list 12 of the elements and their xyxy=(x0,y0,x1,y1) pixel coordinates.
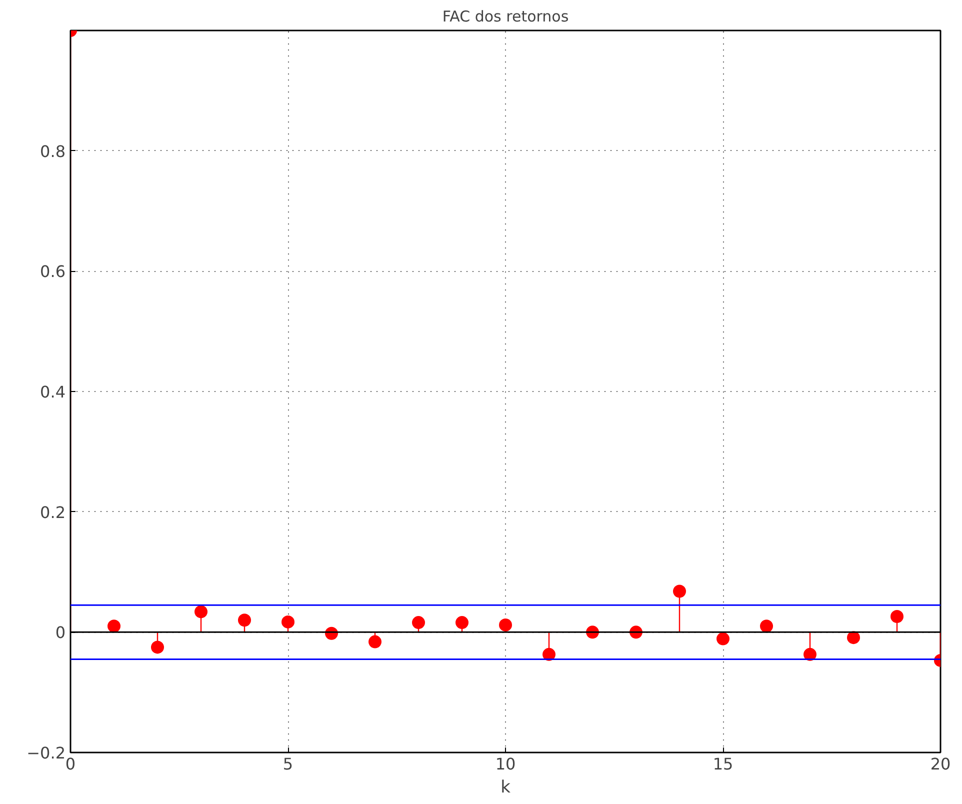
y-tick-label: 0 xyxy=(55,623,66,642)
y-tick-label: 0.2 xyxy=(40,502,66,522)
x-axis-title: k xyxy=(500,778,511,798)
chart-title: FAC dos retornos xyxy=(442,8,569,26)
y-tick-label: 0.6 xyxy=(40,262,66,282)
y-tick-label: 0.4 xyxy=(40,382,66,402)
x-tick-label: 20 xyxy=(930,754,951,774)
x-tick-label: 15 xyxy=(712,754,734,774)
x-tick-label: 10 xyxy=(495,754,516,774)
y-tick-label: 0.8 xyxy=(40,142,66,161)
x-tick-label: 5 xyxy=(282,754,294,774)
y-tick-label: −0.2 xyxy=(26,744,66,762)
